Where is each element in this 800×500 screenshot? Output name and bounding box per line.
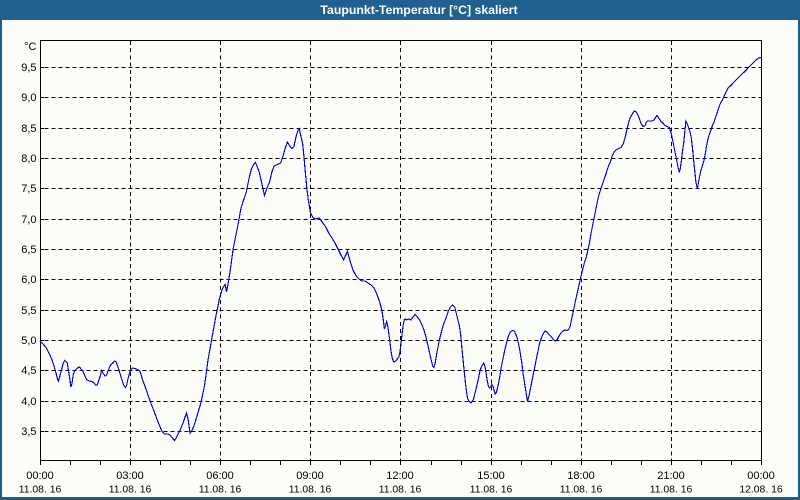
svg-text:11.08. 16: 11.08. 16 — [650, 485, 693, 496]
svg-text:00:00: 00:00 — [26, 470, 54, 482]
svg-text:7,5: 7,5 — [21, 183, 36, 195]
svg-text:11.08. 16: 11.08. 16 — [560, 485, 603, 496]
svg-text:11.08. 16: 11.08. 16 — [470, 485, 513, 496]
svg-text:06:00: 06:00 — [206, 470, 234, 482]
svg-text:09:00: 09:00 — [296, 470, 324, 482]
svg-text:03:00: 03:00 — [116, 470, 144, 482]
svg-text:15:00: 15:00 — [477, 470, 505, 482]
svg-text:7,0: 7,0 — [21, 214, 36, 226]
svg-text:11.08. 16: 11.08. 16 — [199, 485, 242, 496]
svg-text:18:00: 18:00 — [567, 470, 595, 482]
svg-text:8,5: 8,5 — [21, 123, 36, 135]
svg-text:11.08. 16: 11.08. 16 — [379, 485, 422, 496]
svg-text:5,0: 5,0 — [21, 335, 36, 347]
svg-text:11.08. 16: 11.08. 16 — [109, 485, 152, 496]
svg-text:°C: °C — [24, 41, 36, 53]
svg-text:9,0: 9,0 — [21, 92, 36, 104]
svg-text:8,0: 8,0 — [21, 153, 36, 165]
svg-text:9,5: 9,5 — [21, 62, 36, 74]
svg-text:3,5: 3,5 — [21, 426, 36, 438]
svg-text:4,0: 4,0 — [21, 396, 36, 408]
svg-text:5,5: 5,5 — [21, 305, 36, 317]
svg-text:11.08. 16: 11.08. 16 — [19, 485, 62, 496]
svg-text:6,5: 6,5 — [21, 244, 36, 256]
svg-text:21:00: 21:00 — [657, 470, 685, 482]
svg-text:6,0: 6,0 — [21, 274, 36, 286]
svg-text:12:00: 12:00 — [386, 470, 414, 482]
svg-text:00:00: 00:00 — [747, 470, 775, 482]
svg-text:12.08. 16: 12.08. 16 — [739, 485, 783, 496]
svg-text:4,5: 4,5 — [21, 365, 36, 377]
svg-text:11.08. 16: 11.08. 16 — [289, 485, 332, 496]
